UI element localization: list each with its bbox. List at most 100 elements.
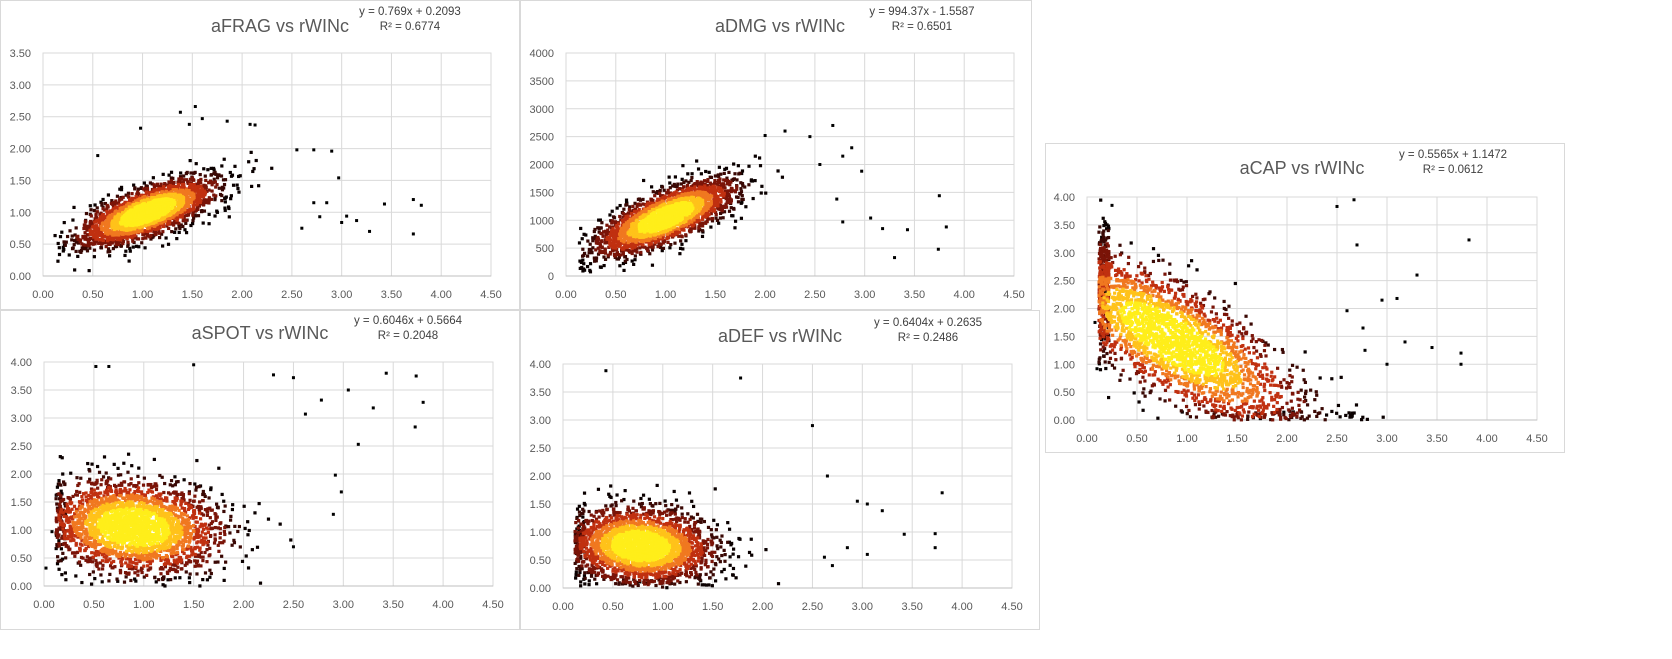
scatter-point xyxy=(620,246,624,250)
scatter-point xyxy=(213,196,217,200)
scatter-point xyxy=(703,184,707,188)
scatter-point xyxy=(110,226,114,230)
scatter-point xyxy=(203,174,207,178)
scatter-point xyxy=(594,241,598,245)
scatter-point xyxy=(186,192,190,196)
scatter-point xyxy=(686,172,690,176)
y-tick-label: 2500 xyxy=(530,132,554,144)
scatter-point xyxy=(589,248,593,252)
scatter-point xyxy=(660,185,665,189)
scatter-point xyxy=(228,170,232,175)
scatter-point xyxy=(725,176,729,180)
scatter-point xyxy=(120,197,124,201)
scatter-point xyxy=(252,167,256,171)
scatter-point xyxy=(720,186,725,190)
scatter-point xyxy=(106,193,111,197)
scatter-point xyxy=(608,235,612,240)
scatter-point xyxy=(700,202,704,206)
scatter-point xyxy=(631,217,636,221)
scatter-point xyxy=(106,247,111,251)
scatter-point xyxy=(178,213,182,217)
scatter-point xyxy=(139,186,143,190)
scatter-point xyxy=(195,205,199,209)
scatter-point xyxy=(95,210,99,214)
scatter-point xyxy=(686,204,690,208)
scatter-point xyxy=(227,215,231,219)
scatter-point xyxy=(619,218,623,222)
scatter-point xyxy=(713,178,717,183)
scatter-point xyxy=(714,216,718,220)
scatter-point xyxy=(191,202,195,206)
scatter-point xyxy=(666,197,671,201)
scatter-point xyxy=(161,244,165,248)
scatter-point xyxy=(621,250,625,254)
scatter-point xyxy=(610,230,614,234)
scatter-point xyxy=(597,218,601,222)
scatter-point xyxy=(122,211,126,215)
scatter-point xyxy=(119,185,124,189)
scatter-point xyxy=(623,254,628,259)
scatter-point xyxy=(674,184,678,189)
scatter-point xyxy=(613,235,618,240)
scatter-point xyxy=(184,171,188,176)
scatter-point xyxy=(64,240,68,244)
scatter-point xyxy=(118,237,122,241)
scatter-point xyxy=(643,216,647,220)
x-tick-label: 3.00 xyxy=(331,289,352,301)
scatter-point xyxy=(735,184,739,189)
scatter-point xyxy=(707,213,711,217)
scatter-point xyxy=(159,182,163,186)
scatter-point xyxy=(167,173,171,177)
scatter-point xyxy=(658,235,662,239)
scatter-point xyxy=(661,204,666,208)
scatter-point xyxy=(151,176,155,180)
scatter-point xyxy=(690,192,694,196)
scatter-point xyxy=(697,209,701,213)
scatter-point xyxy=(88,204,92,208)
scatter-point xyxy=(633,254,637,258)
scatter-point xyxy=(84,225,88,229)
scatter-point xyxy=(88,241,93,245)
scatter-point xyxy=(705,198,710,202)
scatter-point xyxy=(610,219,614,223)
scatter-point xyxy=(220,199,224,203)
scatter-point xyxy=(158,225,162,229)
scatter-point xyxy=(160,214,164,219)
scatter-point xyxy=(587,247,591,252)
scatter-point xyxy=(602,255,606,259)
scatter-point xyxy=(118,198,122,202)
scatter-point xyxy=(678,230,682,234)
scatter-point xyxy=(600,250,605,254)
scatter-point xyxy=(732,189,736,193)
scatter-point xyxy=(130,196,134,200)
scatter-point xyxy=(197,204,202,208)
scatter-point xyxy=(88,212,92,216)
scatter-point xyxy=(714,210,718,215)
scatter-point xyxy=(71,218,75,222)
scatter-point xyxy=(61,249,65,253)
scatter-point xyxy=(719,193,723,197)
scatter-point xyxy=(345,214,349,218)
scatter-point xyxy=(138,202,143,206)
scatter-point xyxy=(178,215,183,219)
scatter-point xyxy=(178,181,182,185)
scatter-point xyxy=(588,262,593,266)
scatter-point xyxy=(703,215,708,219)
scatter-point xyxy=(670,222,674,226)
trendline-equation: y = 0.769x + 0.2093 xyxy=(359,6,461,18)
scatter-point xyxy=(200,117,204,121)
scatter-point xyxy=(105,236,109,240)
scatter-point xyxy=(74,238,79,242)
scatter-point xyxy=(708,190,712,194)
scatter-point xyxy=(229,174,234,178)
scatter-point xyxy=(167,185,172,189)
scatter-point xyxy=(705,179,709,183)
scatter-point xyxy=(115,235,119,239)
scatter-point xyxy=(83,231,87,235)
scatter-point xyxy=(715,218,720,222)
scatter-point xyxy=(145,229,150,234)
scatter-point xyxy=(126,240,130,244)
scatter-point xyxy=(635,204,639,209)
x-tick-label: 2.50 xyxy=(281,289,302,301)
scatter-point xyxy=(176,184,181,188)
